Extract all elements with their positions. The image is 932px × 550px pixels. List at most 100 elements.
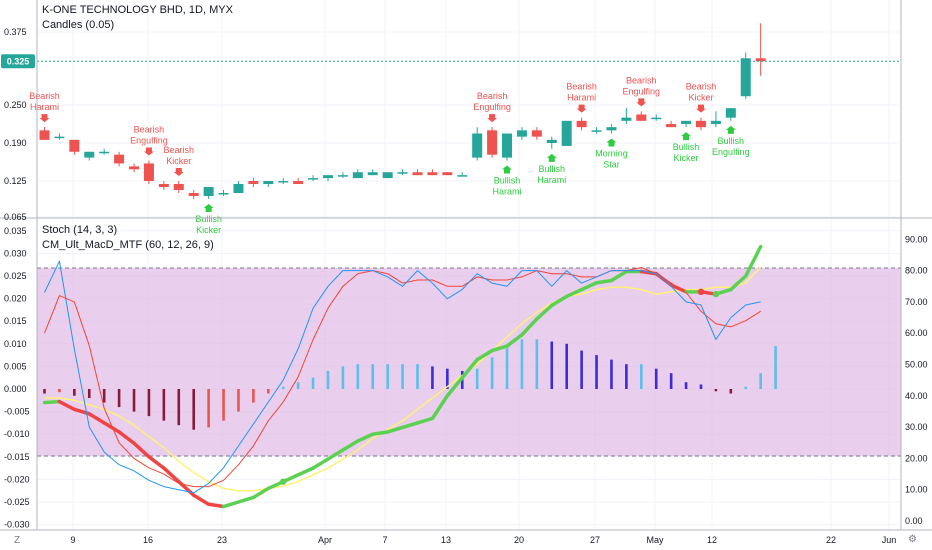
macd-histogram — [43, 339, 777, 430]
histogram-bar — [580, 350, 583, 389]
arrow-down-icon — [487, 114, 498, 123]
scale-mode-button[interactable]: Z — [14, 535, 21, 546]
axes[interactable]: 0.375 0.250 0.190 0.125 0.065 0.325 0.035 0.030… — [1, 27, 928, 545]
candle-body — [755, 58, 766, 62]
macd-line-segment — [236, 495, 256, 504]
histogram-bar — [744, 386, 748, 389]
pattern-label: Bearish — [477, 91, 508, 101]
candle-body — [710, 120, 721, 124]
pattern-label: Harami — [567, 93, 596, 103]
candle-body — [322, 175, 333, 179]
arrow-down-icon — [143, 147, 154, 156]
price-tick-label: 0.250 — [4, 100, 27, 110]
histogram-bar — [311, 377, 315, 389]
macd-tick-label: 0.030 — [4, 248, 27, 258]
arrow-down-icon — [39, 114, 50, 123]
macd-line-segment — [191, 493, 211, 507]
pattern-label: Bullish — [718, 136, 745, 146]
histogram-bar — [550, 341, 554, 389]
candle-body — [114, 154, 125, 164]
histogram-bar — [87, 389, 91, 399]
histogram-bar — [356, 364, 360, 389]
macd-line-segment — [535, 303, 554, 321]
histogram-bar — [669, 373, 673, 389]
histogram-bar — [281, 386, 285, 389]
histogram-bar — [401, 364, 404, 389]
candle-body — [516, 130, 527, 137]
macd-line-segment — [102, 421, 121, 434]
price-tick-label: 0.125 — [4, 176, 27, 186]
candle-body — [606, 127, 617, 131]
pattern-label: Kicker — [688, 93, 713, 103]
histogram-bar — [565, 343, 568, 389]
legend-candles[interactable]: Candles (0.05) — [42, 19, 115, 31]
histogram-bar — [446, 368, 449, 389]
macd-line-segment — [385, 425, 405, 434]
pattern-labels: BearishHaramiBearishEngulfingBearishKick… — [29, 75, 749, 235]
candle-body — [382, 172, 393, 179]
macd-line-segment — [42, 399, 62, 405]
candle-body — [621, 117, 632, 121]
macd-line-segment — [743, 244, 763, 278]
candle-body — [54, 136, 65, 139]
candle-body — [173, 184, 184, 190]
price-tick-label: 0.375 — [4, 27, 27, 37]
histogram-bar — [774, 346, 777, 389]
pattern-label: Engulfing — [130, 136, 168, 146]
arrow-up-icon — [502, 165, 513, 174]
histogram-bar — [699, 384, 703, 389]
oscillator-lines — [42, 244, 763, 509]
pattern-label: Bullish — [195, 214, 222, 224]
histogram-bar — [654, 368, 658, 389]
legend-stoch[interactable]: Stoch (14, 3, 3) — [42, 224, 118, 236]
signal-line — [44, 266, 762, 492]
macd-line-segment — [117, 430, 136, 445]
settings-icon[interactable]: ⚙ — [908, 534, 917, 545]
macd-line-segment — [594, 278, 614, 285]
pattern-label: Engulfing — [712, 147, 750, 157]
pattern-label: Star — [603, 160, 620, 170]
macd-line-segment — [296, 466, 315, 477]
candle-body — [278, 181, 289, 183]
macd-line-segment — [445, 375, 465, 398]
arrow-up-icon — [203, 204, 214, 212]
macd-line-segment — [206, 502, 226, 509]
arrow-up-icon — [725, 125, 736, 134]
macd-tick-label: -0.020 — [4, 474, 30, 484]
candle-body — [218, 193, 229, 195]
price-tick-label: 0.190 — [4, 138, 27, 148]
stoch-tick-label: 70.00 — [905, 297, 928, 307]
macd-line-segment — [550, 294, 569, 308]
pattern-label: Bearish — [164, 145, 195, 155]
macd-line-segment — [520, 317, 539, 337]
candle-body — [561, 120, 572, 146]
pattern-label: Bearish — [686, 82, 717, 92]
macd-line-segment — [475, 348, 494, 362]
candle-body — [636, 114, 647, 121]
arrow-down-icon — [576, 104, 587, 113]
histogram-bar — [73, 389, 76, 396]
pattern-label: Bullish — [673, 142, 700, 152]
candle-body — [427, 172, 438, 176]
time-tick-label: May — [646, 535, 664, 545]
legend-macd[interactable]: CM_Ult_MacD_MTF (60, 12, 26, 9) — [42, 239, 214, 251]
macd-line-segment — [430, 394, 450, 421]
pattern-label: Kicker — [196, 225, 221, 235]
arrow-down-icon — [695, 104, 706, 113]
candle-body — [158, 184, 169, 187]
arrow-down-icon — [636, 98, 647, 107]
macd-tick-label: 0.020 — [4, 294, 27, 304]
stoch-tick-label: 0.00 — [905, 516, 923, 526]
macd-line-segment — [311, 457, 330, 470]
cross-marker — [712, 290, 720, 298]
macd-line-segment — [221, 500, 241, 509]
histogram-bar — [520, 339, 524, 389]
histogram-bar — [431, 366, 434, 389]
histogram-bar — [729, 389, 733, 394]
stoch-band — [37, 268, 901, 456]
candle-body — [412, 172, 423, 176]
macd-line-segment — [415, 416, 435, 425]
candle-body — [740, 58, 751, 97]
pattern-label: Morning — [595, 149, 628, 159]
macd-tick-label: 0.015 — [4, 316, 27, 326]
